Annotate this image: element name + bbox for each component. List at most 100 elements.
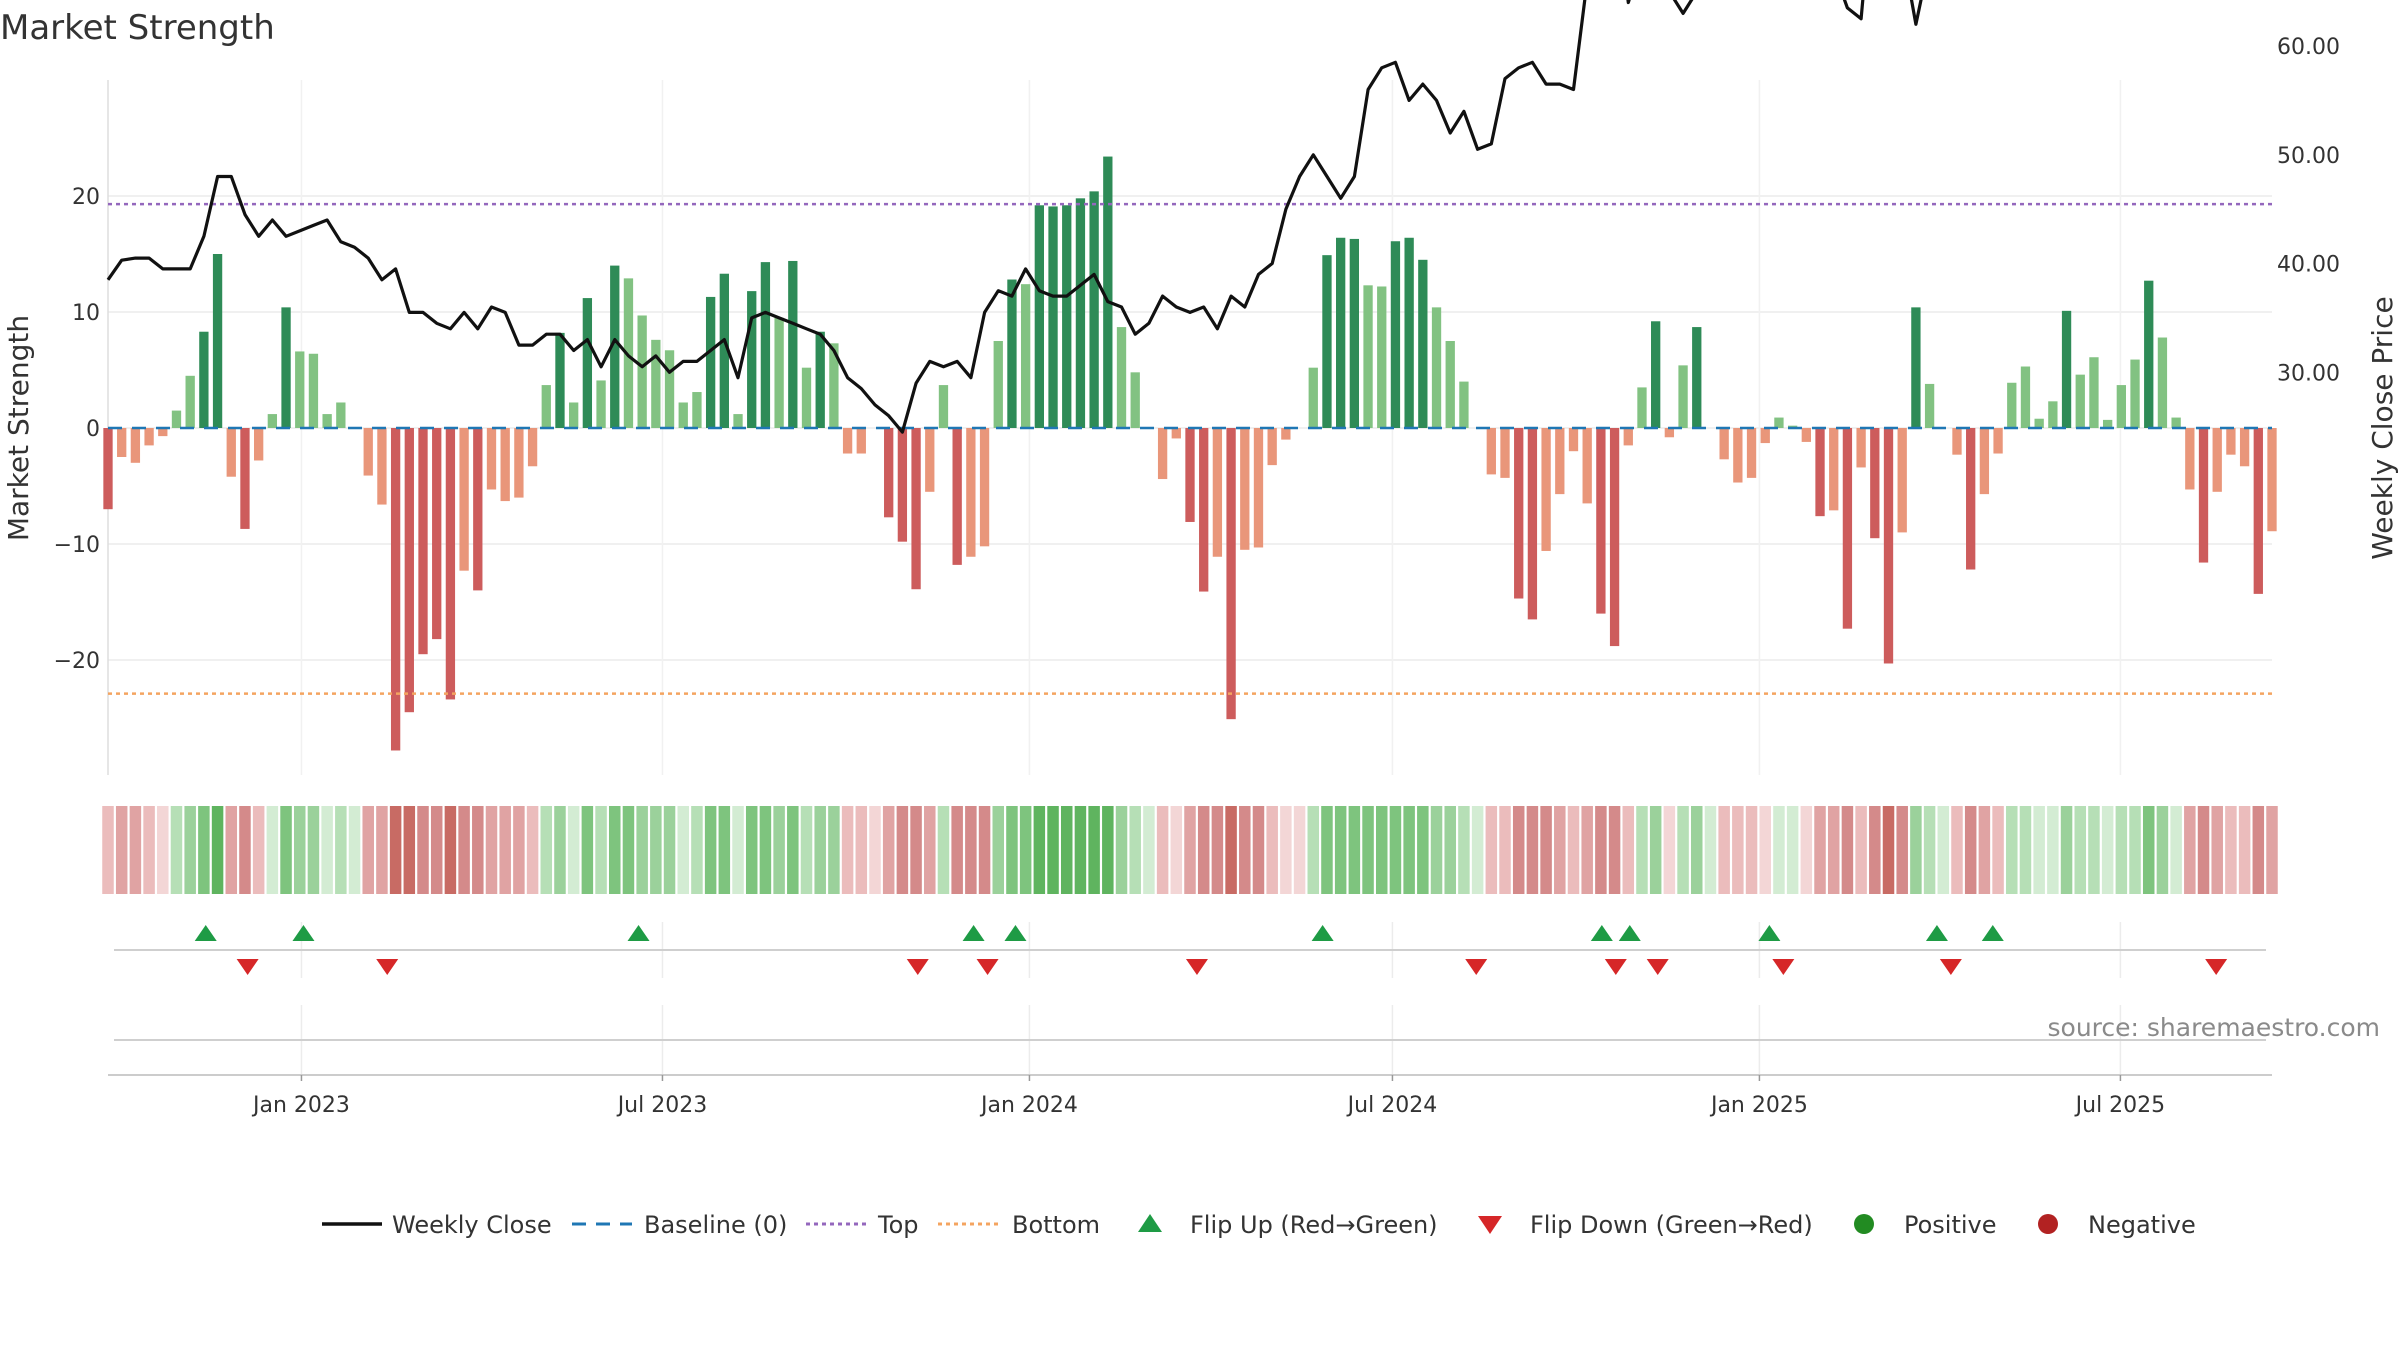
- strength-bar-negative: [1568, 428, 1579, 452]
- strength-bar-positive: [336, 402, 346, 428]
- strength-bar-negative: [1582, 428, 1592, 504]
- strength-bar-negative: [1486, 428, 1496, 475]
- heat-strip-cell: [1649, 806, 1662, 894]
- heat-strip-cell: [1334, 806, 1347, 894]
- x-tick-label: Jan 2024: [979, 1093, 1078, 1118]
- strength-bar-negative: [2239, 428, 2250, 467]
- strength-bar-positive: [1130, 372, 1140, 428]
- heat-strip-cell: [2101, 806, 2114, 894]
- flip-up-marker: [1981, 925, 2004, 941]
- strength-bar-negative: [2267, 428, 2277, 532]
- legend-item: Positive: [1854, 1211, 1997, 1239]
- strength-bar-negative: [856, 428, 866, 454]
- strength-bar-positive: [733, 414, 743, 428]
- strength-bar-positive: [815, 331, 825, 428]
- heat-strip-cell: [992, 806, 1005, 894]
- strength-bar-negative: [952, 428, 962, 565]
- heat-strip-cell: [814, 806, 826, 894]
- heat-strip-cell: [1019, 806, 1032, 894]
- strength-bar-positive: [212, 254, 223, 428]
- flip-down-marker: [976, 959, 999, 975]
- heat-strip-cell: [1554, 806, 1566, 894]
- heat-strip-cell: [1060, 806, 1073, 894]
- heat-strip-cell: [1471, 806, 1484, 894]
- heat-strip-cell: [1759, 806, 1771, 894]
- heat-strip-cell: [1252, 806, 1265, 894]
- heat-strip-cell: [2184, 806, 2196, 894]
- strength-bar-positive: [788, 260, 798, 428]
- heat-strip-cell: [1102, 806, 1114, 894]
- heat-strip-cell: [2211, 806, 2223, 894]
- heat-strip-cell: [1444, 806, 1456, 894]
- heat-strip-cell: [965, 806, 977, 894]
- strength-bar-positive: [1062, 205, 1072, 428]
- heat-strip-cell: [1663, 806, 1676, 894]
- heat-strip-cell: [513, 806, 525, 894]
- y2-axis-title: Weekly Close Price: [2366, 296, 2399, 559]
- strength-bar-positive: [1020, 284, 1031, 428]
- flip-down-marker: [236, 959, 259, 975]
- strength-bar-negative: [1856, 428, 1866, 468]
- strength-bar-positive: [1404, 237, 1414, 428]
- strength-bar-positive: [1445, 341, 1455, 428]
- strength-bar-positive: [1377, 286, 1387, 428]
- strength-bar-negative: [1746, 428, 1757, 478]
- strength-bar-negative: [486, 428, 497, 490]
- heat-strip-cell: [1882, 806, 1895, 894]
- heat-strip-cell: [1430, 806, 1443, 894]
- heat-strip-cell: [430, 806, 443, 894]
- strength-bar-positive: [185, 375, 195, 428]
- heat-strip-cell: [1567, 806, 1580, 894]
- x-tick-label: Jul 2023: [616, 1093, 708, 1118]
- strength-bar-negative: [925, 428, 935, 492]
- strength-bar-negative: [1267, 428, 1277, 466]
- strength-bar-positive: [281, 307, 291, 428]
- legend-label: Flip Down (Green→Red): [1530, 1211, 1813, 1239]
- strength-bar-positive: [2048, 401, 2058, 428]
- heat-strip-cell: [1964, 806, 1977, 894]
- heat-strip-cell: [1074, 806, 1087, 894]
- strength-bar-positive: [2130, 359, 2140, 428]
- strength-bar-positive: [1007, 279, 1017, 428]
- legend-item: Top: [806, 1211, 919, 1239]
- heat-strip-cell: [1239, 806, 1251, 894]
- heat-strip-cell: [636, 806, 648, 894]
- heat-strip-cell: [1622, 806, 1635, 894]
- heat-strip-cell: [321, 806, 333, 894]
- strength-bar-negative: [527, 428, 538, 467]
- heat-strip-cell: [225, 806, 238, 894]
- flip-up-marker: [1618, 925, 1641, 941]
- heat-strip-cell: [1197, 806, 1210, 894]
- strength-bar-positive: [1678, 365, 1688, 428]
- flip-down-marker: [1646, 959, 1669, 975]
- strength-bar-negative: [1226, 428, 1236, 720]
- heat-strip-cell: [1608, 806, 1621, 894]
- strength-bar-negative: [1801, 428, 1811, 442]
- strength-bar-positive: [2007, 382, 2017, 428]
- strength-bar-positive: [2075, 374, 2085, 428]
- heat-strip-cell: [2006, 806, 2018, 894]
- heat-strip-cell: [1375, 806, 1388, 894]
- heat-strip-cell: [1636, 806, 1648, 894]
- heat-strip-cell: [2156, 806, 2169, 894]
- heat-strip-cell: [1485, 806, 1498, 894]
- heat-strip-cell: [677, 806, 689, 894]
- heat-strip-cell: [2197, 806, 2210, 894]
- strength-bar-positive: [774, 317, 784, 428]
- heat-strip-cell: [362, 806, 374, 894]
- heat-strip-cell: [704, 806, 717, 894]
- heat-strip-cell: [1033, 806, 1046, 894]
- strength-bar-negative: [500, 428, 510, 502]
- heat-strip-cell: [2142, 806, 2155, 894]
- heat-strip-cell: [2074, 806, 2087, 894]
- heat-strip-cell: [1896, 806, 1908, 894]
- heat-strip-cell: [1923, 806, 1936, 894]
- strength-bar-negative: [884, 428, 894, 518]
- heat-strip-cell: [115, 806, 128, 894]
- strength-bar-positive: [829, 343, 839, 428]
- heat-strip-cell: [1773, 806, 1785, 894]
- strength-bar-negative: [240, 428, 250, 529]
- strength-bar-negative: [1500, 428, 1510, 478]
- strength-bar-positive: [664, 350, 675, 428]
- heat-strip-cell: [2170, 806, 2182, 894]
